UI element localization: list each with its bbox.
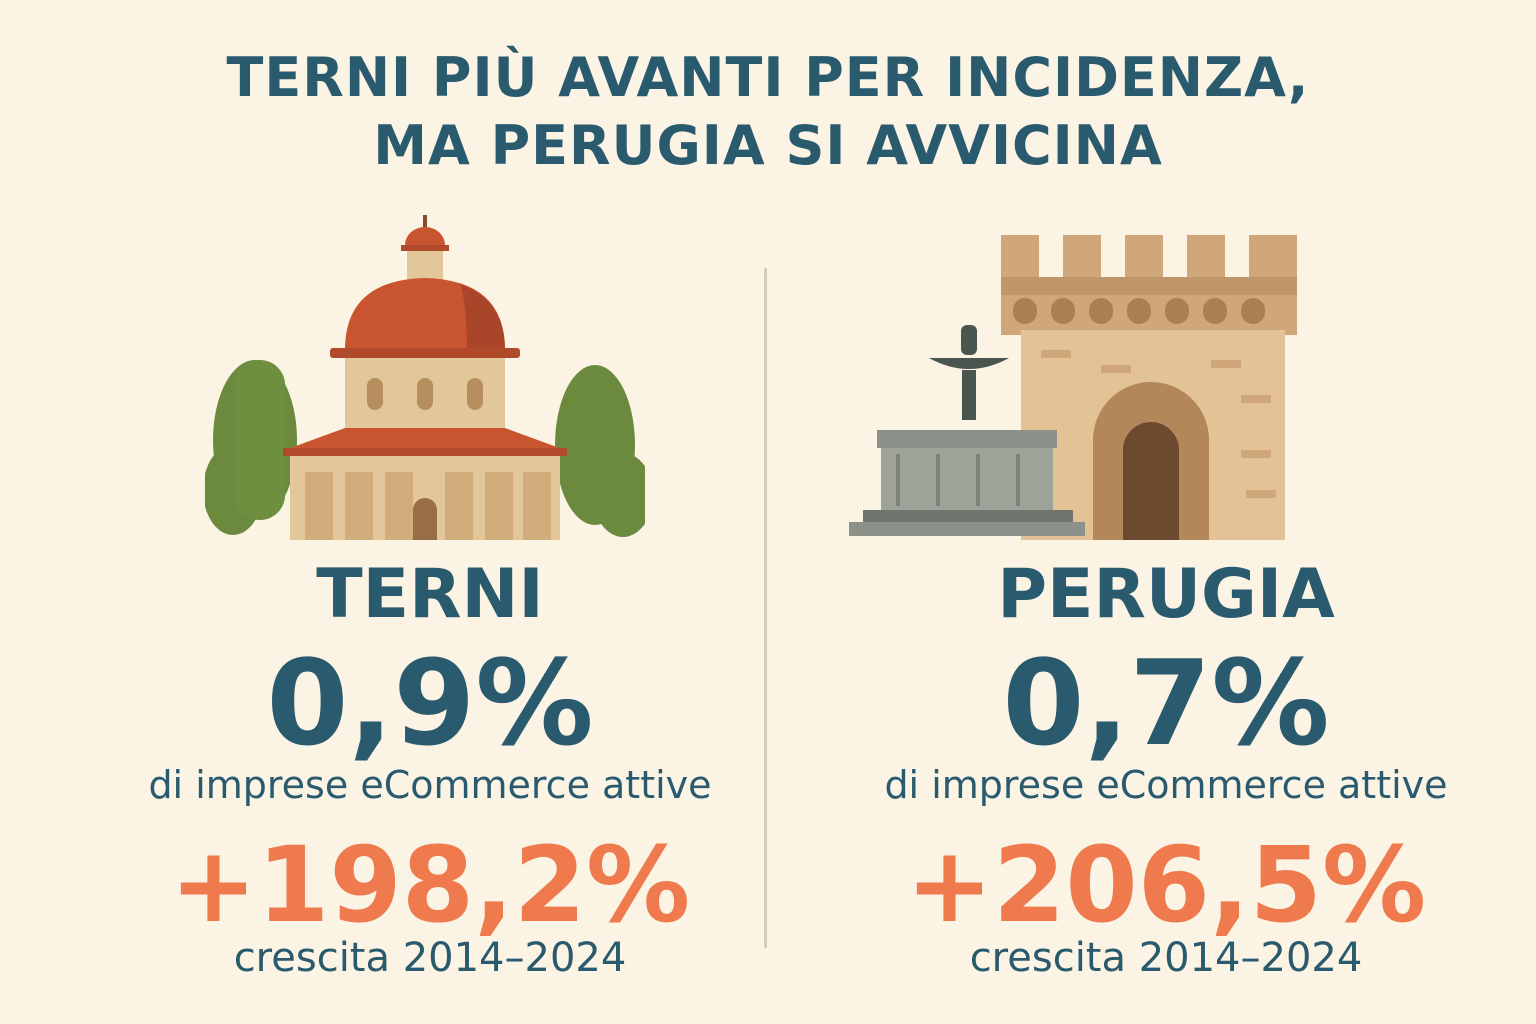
terni-share-value: 0,9% [266,634,594,772]
perugia-share-value: 0,7% [1002,634,1330,772]
perugia-name: PERUGIA [997,555,1335,634]
perugia-column: PERUGIA 0,7% di imprese eCommerce attive… [736,0,1496,1024]
terni-growth-label: crescita 2014–2024 [233,935,627,981]
terni-name: TERNI [316,555,544,634]
perugia-share-label: di imprese eCommerce attive [884,763,1448,807]
terni-growth-value: +198,2% [169,824,691,946]
column-divider [764,268,767,948]
perugia-growth-label: crescita 2014–2024 [969,935,1363,981]
page-title: TERNI PIÙ AVANTI PER INCIDENZA, MA PERUG… [0,44,1536,180]
terni-share-label: di imprese eCommerce attive [148,763,712,807]
title-line-1: TERNI PIÙ AVANTI PER INCIDENZA, [226,46,1310,109]
terni-column: TERNI 0,9% di imprese eCommerce attive +… [40,0,800,1024]
title-line-2: MA PERUGIA SI AVVICINA [373,114,1163,177]
domed-church-icon [205,215,645,540]
perugia-growth-value: +206,5% [905,824,1427,946]
fountain-tower-icon [849,235,1297,540]
